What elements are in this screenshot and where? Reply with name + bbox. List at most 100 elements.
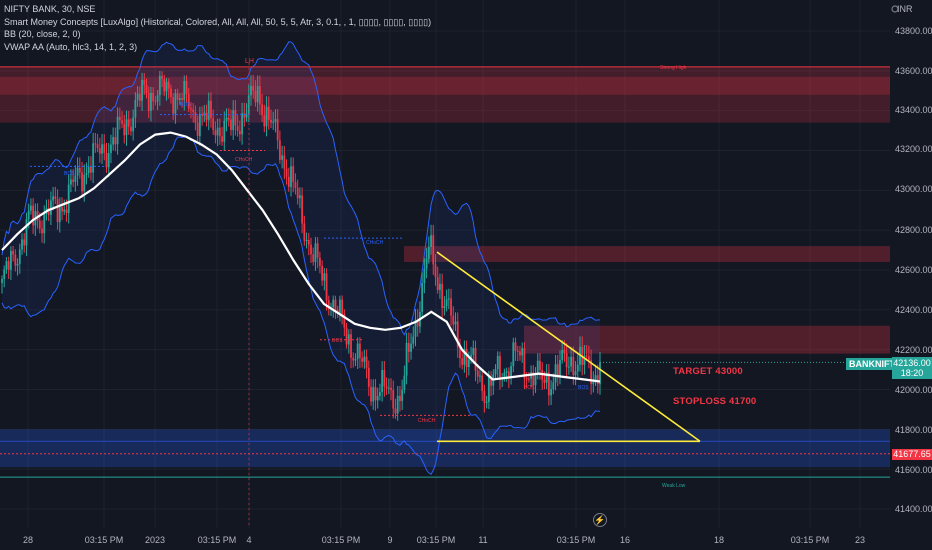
symbol-title[interactable]: NIFTY BANK, 30, NSE	[4, 4, 96, 14]
candle-body	[207, 100, 210, 120]
candle-body	[65, 209, 68, 213]
candle-body	[81, 172, 83, 192]
settings-icon[interactable]	[889, 3, 901, 15]
candle-body	[185, 80, 188, 94]
candle-body	[132, 117, 135, 132]
x-tick: 11	[478, 535, 488, 545]
candle-body	[479, 375, 481, 377]
candle-body	[227, 118, 230, 120]
candle-body	[576, 364, 579, 372]
candle-body	[18, 249, 21, 264]
indicator-bb[interactable]: BB (20, close, 2, 0)	[4, 29, 81, 39]
candle-body	[147, 92, 150, 111]
candle-body	[514, 342, 517, 351]
candle-body	[416, 319, 419, 327]
candle-body	[245, 113, 248, 118]
candle-body	[556, 364, 559, 376]
candle-body	[190, 108, 192, 110]
currency-label: INR	[897, 4, 913, 14]
candle-body	[565, 352, 568, 368]
candle-body	[210, 100, 212, 119]
ref-price-tag: 41677.65	[892, 449, 932, 460]
candle-body	[94, 143, 97, 145]
vwap-line	[1, 131, 601, 383]
candle-body	[85, 173, 88, 175]
candle-body	[281, 155, 284, 160]
candle-body	[547, 372, 550, 396]
candle-body	[474, 348, 477, 371]
candle-body	[336, 309, 339, 314]
candle-body	[447, 298, 450, 300]
candle-body	[350, 334, 352, 358]
candle-body	[238, 130, 241, 135]
candle-body	[58, 207, 61, 223]
candle-body	[174, 93, 177, 114]
candle-body	[585, 355, 588, 357]
candle-body	[198, 113, 201, 136]
candle-body	[583, 355, 586, 365]
candle-body	[516, 350, 519, 352]
candle-body	[196, 122, 199, 136]
candle-body	[292, 166, 295, 182]
candle-body	[194, 112, 197, 123]
candle-body	[263, 115, 266, 127]
candle-body	[574, 371, 577, 376]
candle-body	[70, 179, 72, 185]
candle-body	[503, 372, 506, 378]
candle-body	[401, 389, 404, 402]
candle-body	[96, 144, 99, 149]
candle-body	[399, 395, 401, 402]
candle-body	[372, 387, 375, 402]
target-note: TARGET 43000	[673, 366, 743, 377]
candle-body	[527, 378, 530, 380]
candle-body	[470, 354, 472, 360]
candle-body	[323, 273, 326, 281]
candle-body	[32, 205, 35, 226]
candle-body	[499, 355, 501, 379]
candle-body	[29, 205, 32, 211]
candle-body	[534, 374, 537, 386]
smc-label: CHoCH	[366, 240, 384, 246]
candle-body	[352, 357, 355, 361]
candle-body	[370, 386, 372, 402]
x-tick: 9	[387, 535, 393, 545]
y-tick: 43600.00	[895, 66, 932, 76]
candle-body	[43, 213, 46, 234]
candle-body	[92, 143, 95, 173]
candle-body	[250, 85, 252, 96]
candle-body	[539, 360, 541, 371]
x-tick: 03:15 PM	[321, 535, 361, 545]
candle-body	[125, 119, 128, 136]
zones	[0, 66, 890, 468]
bar-countdown: 18:20	[900, 368, 924, 378]
candle-body	[403, 375, 406, 390]
candle-body	[381, 369, 384, 393]
lightning-icon[interactable]: ⚡	[593, 513, 607, 527]
indicator-vwap[interactable]: VWAP AA (Auto, hlc3, 14, 1, 2, 3)	[4, 41, 138, 52]
candle-body	[390, 387, 392, 391]
candle-body	[430, 235, 432, 248]
candle-body	[254, 90, 257, 103]
indicator-smc[interactable]: Smart Money Concepts [LuxAlgo] (Historic…	[4, 16, 432, 27]
candle-body	[439, 283, 441, 290]
candle-body	[276, 119, 279, 141]
smc-label: BOS	[332, 338, 343, 344]
candle-body	[98, 148, 101, 154]
candle-body	[258, 86, 261, 105]
candle-body	[72, 179, 75, 182]
candle-body	[567, 366, 570, 368]
descending-trendline	[436, 251, 701, 442]
candle-body	[183, 80, 186, 100]
y-tick: 42000.00	[895, 385, 932, 395]
candle-body	[341, 299, 344, 314]
x-tick: 2023	[144, 535, 166, 545]
candle-body	[485, 401, 488, 403]
candle-body	[592, 381, 595, 385]
candle-body	[136, 93, 139, 100]
candle-body	[236, 125, 239, 131]
lh-label: LH	[245, 58, 254, 65]
candle-body	[432, 235, 435, 265]
candle-body	[301, 195, 304, 224]
candle-body	[67, 184, 70, 213]
